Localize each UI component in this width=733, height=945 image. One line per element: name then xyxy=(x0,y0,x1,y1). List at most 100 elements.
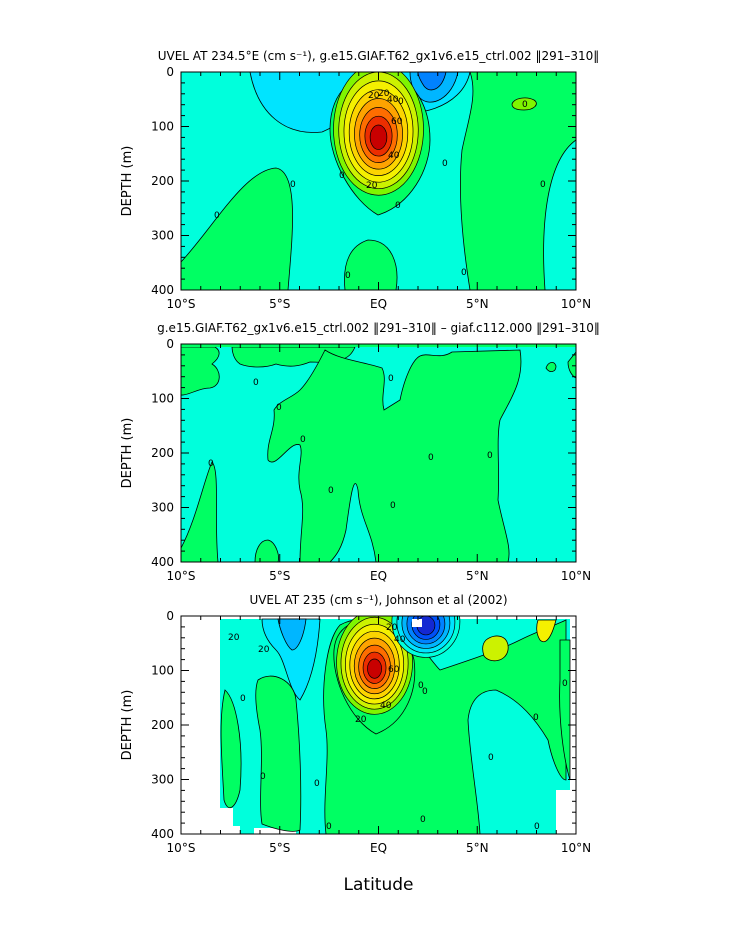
panel-2-contour-label: 0 xyxy=(428,453,434,463)
panel-1-contour-label: 0 xyxy=(345,271,351,281)
x-tick-label: 5°N xyxy=(466,297,489,311)
panel-2-contour-labels: 0 0 0 0 0 0 0 0 0 xyxy=(208,374,493,511)
y-tick-label: 100 xyxy=(151,392,174,406)
y-tick-label: 100 xyxy=(151,120,174,134)
panel-3-countercurrent xyxy=(482,635,509,662)
panel-3: UVEL AT 235 (cm s⁻¹), Johnson et al (200… xyxy=(120,593,591,855)
y-tick-label: 400 xyxy=(151,555,174,569)
panel-2-contour-label: 0 xyxy=(253,378,259,388)
panel-3-positive-strip-b xyxy=(255,675,302,832)
panel-3-contour-label: 0 xyxy=(240,694,246,704)
y-axis-label: DEPTH (m) xyxy=(120,690,135,761)
panel-1-contour-label: 0 xyxy=(339,171,345,181)
y-tick-label: 200 xyxy=(151,174,174,188)
panel-2-plot-area xyxy=(181,344,576,562)
x-tick-label: 5°S xyxy=(269,569,290,583)
x-tick-label: 10°N xyxy=(561,569,591,583)
panel-1-contour-label: 40 xyxy=(388,151,400,161)
y-axis-label: DEPTH (m) xyxy=(120,418,135,489)
panel-2-central-positive xyxy=(267,349,522,562)
panel-3-contour-label: 0 xyxy=(488,753,494,763)
panel-1-contour-label: 0 xyxy=(395,201,401,211)
panel-3-title: UVEL AT 235 (cm s⁻¹), Johnson et al (200… xyxy=(249,593,507,607)
panel-1-contour-label: 0 xyxy=(290,180,296,190)
panel-1-jet-layers xyxy=(333,72,424,196)
y-tick-label: 0 xyxy=(166,609,174,623)
panel-3-contour-label: 0 xyxy=(534,822,540,832)
x-tick-label: 10°S xyxy=(167,841,196,855)
panel-2-right-small-positive xyxy=(545,362,557,372)
panel-3-plot-area xyxy=(181,616,576,834)
panel-1-contour-label: 0 xyxy=(214,211,220,221)
panel-2-contour-label: 0 xyxy=(300,435,306,445)
panel-3-contour-label: 40 xyxy=(394,635,406,645)
x-tick-label: 10°S xyxy=(167,569,196,583)
y-axis-label: DEPTH (m) xyxy=(120,146,135,217)
panel-1-contour-label: 60 xyxy=(391,117,403,127)
x-tick-label: EQ xyxy=(370,841,387,855)
y-tick-label: 200 xyxy=(151,446,174,460)
panel-3-negative-west-core xyxy=(277,618,307,651)
panel-3-positive-strip-a xyxy=(220,689,242,809)
jet-contour-shell xyxy=(369,124,388,150)
x-tick-label: 10°N xyxy=(561,841,591,855)
panel-2: g.e15.GIAF.T62_gx1v6.e15_ctrl.002 ‖291–3… xyxy=(120,321,600,583)
x-tick-label: 10°N xyxy=(561,297,591,311)
panel-2-contour-label: 0 xyxy=(388,374,394,384)
panel-3-contour-label: 40 xyxy=(380,701,392,711)
x-tick-label: 5°N xyxy=(466,569,489,583)
y-tick-label: 300 xyxy=(151,229,174,243)
y-tick-label: 0 xyxy=(166,337,174,351)
panel-1: UVEL AT 234.5°E (cm s⁻¹), g.e15.GIAF.T62… xyxy=(120,49,599,311)
panel-2-title: g.e15.GIAF.T62_gx1v6.e15_ctrl.002 ‖291–3… xyxy=(157,321,600,335)
x-tick-label: 5°S xyxy=(269,297,290,311)
panel-2-contour-label: 0 xyxy=(487,451,493,461)
panel-2-axes: 10°S 5°S EQ 5°N 10°N 0 100 200 300 400 DEPTH (m) xyxy=(120,337,591,583)
panel-1-negative-core-inner xyxy=(417,72,447,91)
panel-1-contour-label: 0 xyxy=(442,159,448,169)
panel-1-contour-label: 0 xyxy=(540,180,546,190)
panel-3-countercurrent-2 xyxy=(536,619,557,643)
y-tick-label: 100 xyxy=(151,664,174,678)
y-tick-label: 300 xyxy=(151,501,174,515)
panel-3-contour-label: 0 xyxy=(418,681,424,691)
panel-3-contour-label: 0 xyxy=(422,687,428,697)
panel-3-contour-label: 0 xyxy=(326,822,332,832)
panel-1-contour-label: 20 xyxy=(368,91,380,101)
panel-1-title: UVEL AT 234.5°E (cm s⁻¹), g.e15.GIAF.T62… xyxy=(158,49,600,63)
y-tick-label: 0 xyxy=(166,65,174,79)
panel-3-contour-label: 20 xyxy=(258,645,270,655)
panel-3-contour-label: 0 xyxy=(260,772,266,782)
y-tick-label: 400 xyxy=(151,827,174,841)
panel-1-right-positive-region xyxy=(460,72,576,290)
panel-3-contour-label: 20 xyxy=(228,633,240,643)
panel-1-contour-label: 40 xyxy=(387,95,399,105)
panel-3-contour-labels: 20 20 0 0 20 40 60 40 20 0 0 0 0 0 0 0 0… xyxy=(228,623,568,832)
x-tick-label: 10°S xyxy=(167,297,196,311)
y-tick-label: 400 xyxy=(151,283,174,297)
panel-3-contour-label: 0 xyxy=(562,679,568,689)
panel-2-left-edge-positive xyxy=(181,346,220,396)
panel-1-contour-label: 0 xyxy=(461,268,467,278)
y-tick-label: 300 xyxy=(151,773,174,787)
panel-1-contour-label: 20 xyxy=(378,89,390,99)
y-tick-label: 200 xyxy=(151,718,174,732)
panel-3-contour-label: 20 xyxy=(386,623,398,633)
panel-2-bottom-small-positive xyxy=(254,539,279,562)
panel-2-lower-left-positive xyxy=(181,461,219,562)
panel-3-contour-label: 0 xyxy=(314,779,320,789)
jet-contour-shell xyxy=(367,658,382,679)
panel-3-contour-label: 0 xyxy=(420,815,426,825)
panel-2-contour-label: 0 xyxy=(390,501,396,511)
panel-1-small-closed-contour xyxy=(511,97,537,111)
x-tick-label: 5°S xyxy=(269,841,290,855)
panel-2-contour-label: 0 xyxy=(276,403,282,413)
panel-3-contour-label: 0 xyxy=(533,713,539,723)
x-tick-label: EQ xyxy=(370,569,387,583)
panel-3-contour-label: 20 xyxy=(355,715,367,725)
panel-1-contour-labels: 20 0 20 40 60 40 20 0 0 0 0 0 0 0 0 0 xyxy=(214,89,546,281)
panel-3-negative-west xyxy=(261,618,321,701)
